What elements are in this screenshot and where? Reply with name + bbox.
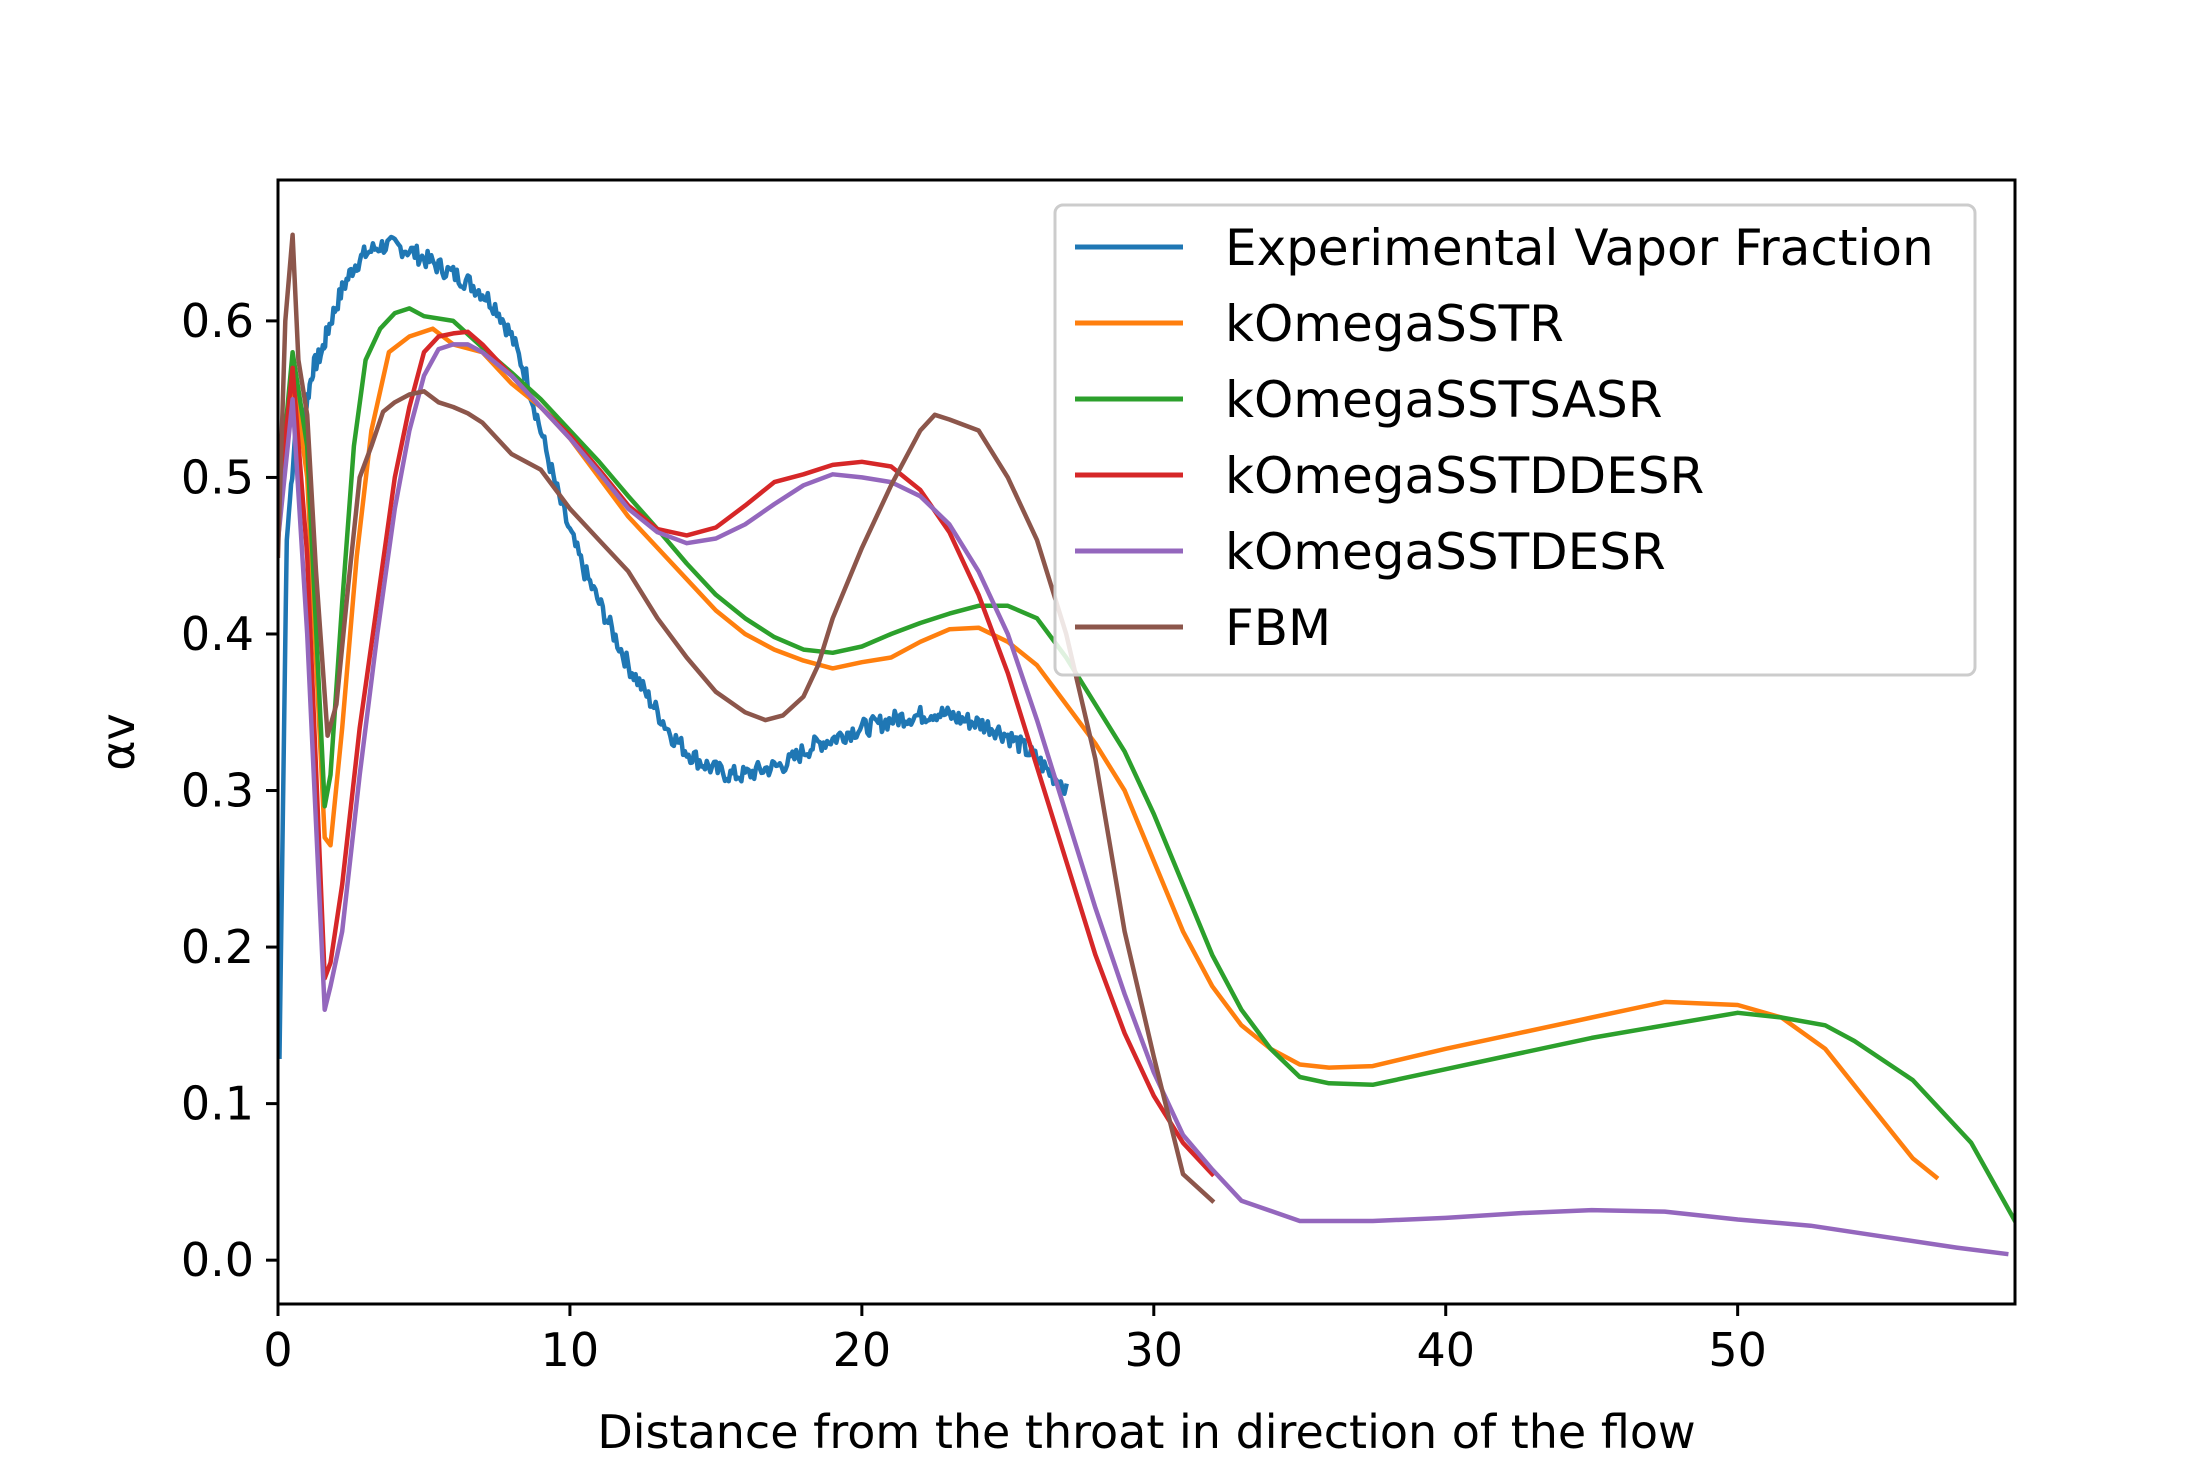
- y-tick-label: 0.3: [181, 764, 254, 818]
- x-tick-label: 30: [1125, 1323, 1184, 1377]
- x-tick-label: 40: [1416, 1323, 1475, 1377]
- y-tick-label: 0.2: [181, 920, 254, 974]
- y-tick-label: 0.6: [181, 294, 254, 348]
- tick-layer: 0 10 20 30 40 50 0.0 0.1 0.2 0.3 0.4 0.5 0.6: [181, 294, 1767, 1377]
- y-tick-label: 0.0: [181, 1233, 254, 1287]
- series-line-6: [278, 232, 1216, 1204]
- legend: Experimental Vapor Fraction kOmegaSSTR kOm…: [1053, 203, 1977, 677]
- legend-label: kOmegaSSTDESR: [1225, 523, 1666, 581]
- y-tick-label: 0.5: [181, 450, 254, 504]
- legend-label: FBM: [1225, 599, 1331, 657]
- plot-frame: [276, 178, 2017, 1306]
- legend-label: kOmegaSSTSASR: [1225, 371, 1663, 429]
- y-axis-label: αv: [91, 713, 145, 771]
- series-line-1: [278, 234, 1069, 1059]
- y-tick-label: 0.4: [181, 607, 254, 661]
- x-axis-label: Distance from the throat in direction of…: [597, 1405, 1695, 1459]
- legend-label: kOmegaSSTDDESR: [1225, 447, 1704, 505]
- x-tick-label: 0: [263, 1323, 292, 1377]
- legend-items: Experimental Vapor Fraction kOmegaSSTR kOm…: [1075, 219, 1934, 657]
- x-tick-label: 20: [833, 1323, 892, 1377]
- series-line-3: [278, 306, 2015, 1225]
- legend-label: kOmegaSSTR: [1225, 295, 1564, 353]
- series-line-4: [278, 329, 1216, 1178]
- series-line-2: [278, 326, 1940, 1181]
- x-tick-label: 50: [1708, 1323, 1767, 1377]
- series-line-5: [278, 342, 2009, 1257]
- legend-box: [1053, 203, 1977, 677]
- y-tick-label: 0.1: [181, 1077, 254, 1131]
- x-tick-label: 10: [541, 1323, 600, 1377]
- series-layer: [278, 232, 2015, 1257]
- legend-label: Experimental Vapor Fraction: [1225, 219, 1934, 277]
